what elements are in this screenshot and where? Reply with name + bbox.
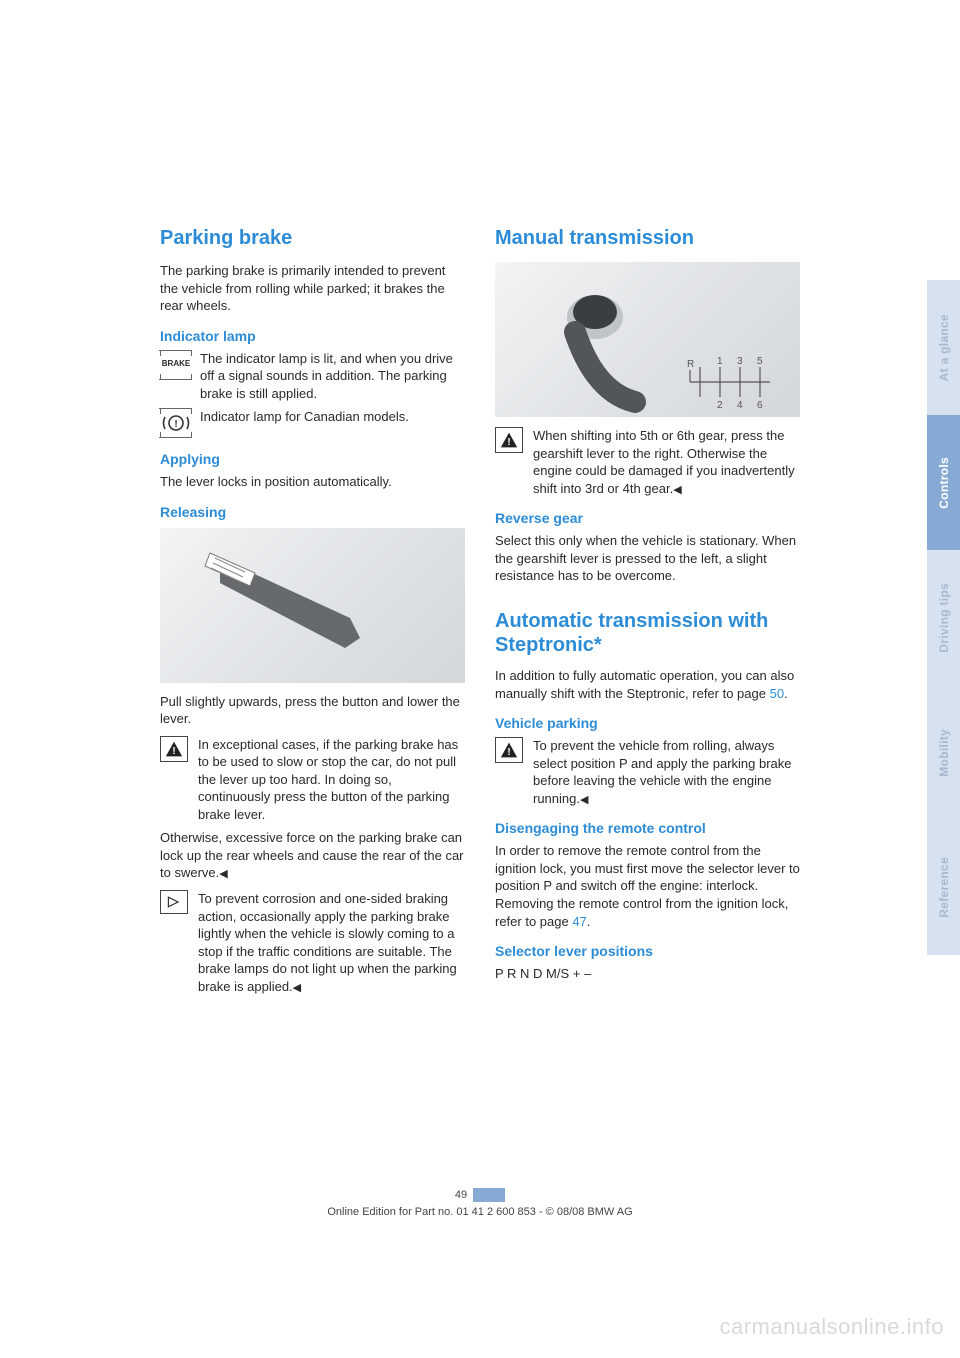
indicator-text-1: The indicator lamp is lit, and when you … bbox=[200, 350, 465, 403]
tab-label: Driving tips bbox=[937, 583, 951, 653]
brake-indicator-canada-icon: ! bbox=[160, 408, 192, 438]
svg-text:1: 1 bbox=[717, 356, 723, 367]
indicator-text-2: Indicator lamp for Canadian models. bbox=[200, 408, 465, 426]
releasing-caption: Pull slightly upwards, press the button … bbox=[160, 693, 465, 728]
tab-label: Mobility bbox=[937, 729, 951, 777]
end-mark-icon: ◀ bbox=[580, 793, 588, 808]
heading-vehicle-parking: Vehicle parking bbox=[495, 714, 800, 733]
tab-reference[interactable]: Reference bbox=[927, 820, 960, 955]
tab-label: At a glance bbox=[937, 314, 951, 381]
auto-intro: In addition to fully automatic operation… bbox=[495, 667, 800, 702]
page-ref-47[interactable]: 47 bbox=[572, 914, 586, 929]
svg-text:5: 5 bbox=[757, 356, 763, 367]
heading-parking-brake: Parking brake bbox=[160, 225, 465, 252]
svg-text:!: ! bbox=[507, 437, 510, 448]
brake-indicator-icon: BRAKE bbox=[160, 350, 192, 380]
applying-text: The lever locks in position automaticall… bbox=[160, 473, 465, 491]
footer-edition-line: Online Edition for Part no. 01 41 2 600 … bbox=[0, 1206, 960, 1218]
tip-icon bbox=[160, 890, 188, 914]
watermark: carmanualsonline.info bbox=[719, 1314, 944, 1340]
shift-warning-text: When shifting into 5th or 6th gear, pres… bbox=[533, 428, 795, 496]
heading-indicator-lamp: Indicator lamp bbox=[160, 327, 465, 346]
svg-text:2: 2 bbox=[717, 400, 723, 411]
parking-brake-intro: The parking brake is primarily intended … bbox=[160, 262, 465, 315]
warning-icon: ! bbox=[495, 737, 523, 763]
svg-text:3: 3 bbox=[737, 356, 743, 367]
heading-reverse-gear: Reverse gear bbox=[495, 509, 800, 528]
tab-label: Reference bbox=[937, 857, 951, 918]
svg-text:6: 6 bbox=[757, 400, 763, 411]
svg-text:R: R bbox=[687, 359, 694, 370]
svg-text:4: 4 bbox=[737, 400, 743, 411]
tab-driving-tips[interactable]: Driving tips bbox=[927, 550, 960, 685]
tab-at-a-glance[interactable]: At a glance bbox=[927, 280, 960, 415]
right-column: Manual transmission bbox=[495, 225, 800, 1002]
warning-icon: ! bbox=[160, 736, 188, 762]
brake-icon-label: BRAKE bbox=[162, 359, 190, 370]
releasing-warn-1b: Otherwise, excessive force on the parkin… bbox=[160, 830, 464, 880]
svg-text:!: ! bbox=[172, 746, 175, 757]
heading-manual-transmission: Manual transmission bbox=[495, 225, 800, 252]
page-ref-50[interactable]: 50 bbox=[770, 686, 784, 701]
page-footer: 49 Online Edition for Part no. 01 41 2 6… bbox=[0, 1188, 960, 1218]
page-number: 49 bbox=[455, 1189, 467, 1201]
warning-icon: ! bbox=[495, 427, 523, 453]
reverse-text: Select this only when the vehicle is sta… bbox=[495, 532, 800, 585]
svg-text:!: ! bbox=[174, 419, 177, 430]
end-mark-icon: ◀ bbox=[219, 867, 227, 882]
tab-label: Controls bbox=[937, 457, 951, 509]
heading-automatic-transmission: Automatic transmission with Steptronic* bbox=[495, 609, 800, 657]
heading-releasing: Releasing bbox=[160, 503, 465, 522]
heading-applying: Applying bbox=[160, 450, 465, 469]
svg-text:!: ! bbox=[507, 747, 510, 758]
end-mark-icon: ◀ bbox=[673, 483, 681, 498]
tab-controls[interactable]: Controls bbox=[927, 415, 960, 550]
side-tabs: At a glance Controls Driving tips Mobili… bbox=[927, 280, 960, 955]
releasing-warn-1a: In exceptional cases, if the parking bra… bbox=[198, 736, 465, 824]
page-number-bar bbox=[473, 1188, 505, 1202]
end-mark-icon: ◀ bbox=[293, 981, 301, 996]
heading-disengaging-remote: Disengaging the remote control bbox=[495, 819, 800, 838]
heading-selector-positions: Selector lever positions bbox=[495, 942, 800, 961]
releasing-tip: To prevent corrosion and one-sided braki… bbox=[198, 891, 457, 994]
parking-brake-figure bbox=[160, 528, 465, 683]
selector-text: P R N D M/S + – bbox=[495, 965, 800, 983]
tab-mobility[interactable]: Mobility bbox=[927, 685, 960, 820]
manual-transmission-figure: R 1 3 5 2 4 6 bbox=[495, 262, 800, 417]
left-column: Parking brake The parking brake is prima… bbox=[160, 225, 465, 1002]
remote-text: In order to remove the remote control fr… bbox=[495, 842, 800, 930]
parking-warn-text: To prevent the vehicle from rolling, alw… bbox=[533, 738, 791, 806]
